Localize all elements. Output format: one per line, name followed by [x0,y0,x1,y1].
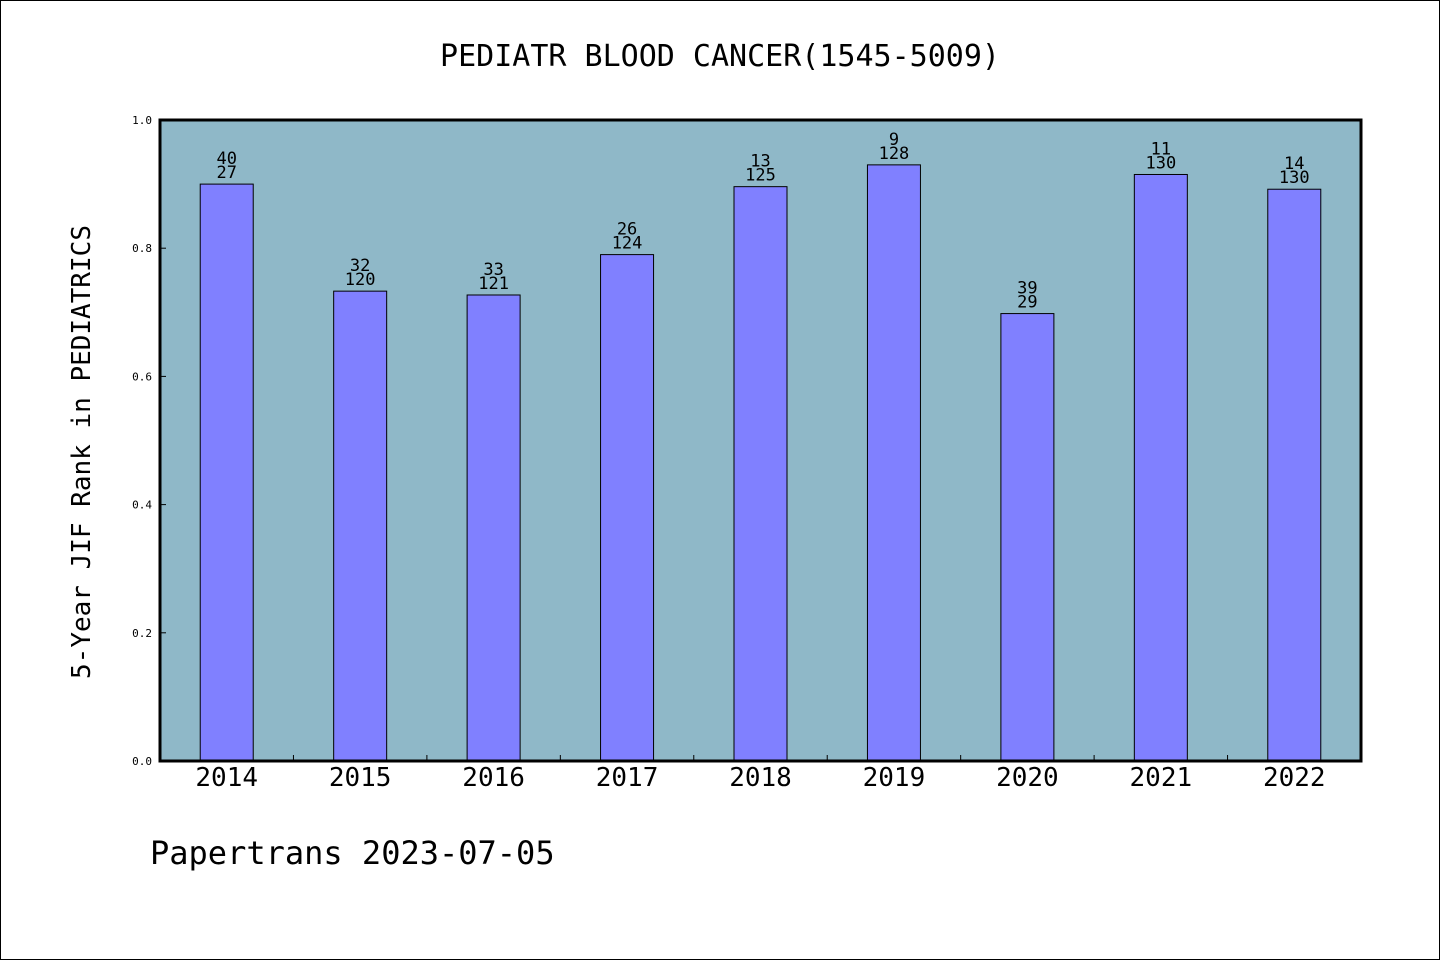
bar-rank-label: 9 [889,130,899,150]
x-tick-label: 2021 [1130,763,1193,793]
y-axis-ticks: 0.0 0.2 0.4 0.6 0.8 1.0 [132,114,166,768]
y-tick-label: 0.8 [132,242,152,255]
bar-2017 [600,254,655,762]
bar-2022 [1267,188,1322,762]
bar-total-label: 121 [478,274,509,294]
bar-total-label: 130 [1279,168,1310,188]
bar-rank-label: 40 [216,149,236,169]
footer-watermark: Papertrans 2023-07-05 [150,834,555,872]
bar-2014 [199,183,254,762]
x-tick-label: 2016 [462,763,525,793]
x-tick-label: 2014 [195,763,258,793]
chart-title: PEDIATR BLOOD CANCER(1545-5009) [440,39,1000,74]
bar-rank-label: 32 [350,256,370,276]
bar-total-label: 130 [1145,153,1176,173]
x-axis-ticks: 2014 2015 2016 2017 2018 2019 2020 2021 2022 [195,755,1326,793]
bar-total-label: 124 [612,234,643,254]
bar-2016 [466,294,521,762]
bar-total-label: 27 [216,163,236,183]
bar-2019 [866,164,921,762]
bar-total-label: 128 [879,144,910,164]
bar-rank-label: 39 [1017,279,1037,299]
x-tick-label: 2020 [996,763,1059,793]
bar-rank-label: 13 [750,152,770,172]
y-tick-label: 0.4 [132,499,152,512]
y-tick-label: 1.0 [132,114,152,127]
y-tick-label: 0.0 [132,755,152,768]
bar-total-label: 29 [1017,293,1037,313]
bar-rank-label: 33 [483,260,503,280]
y-axis-label: 5-Year JIF Rank in PEDIATRICS [67,225,97,679]
bar-2015 [333,290,388,762]
plot-border [158,118,1363,763]
y-tick-label: 0.6 [132,370,152,383]
bar-rank-label: 11 [1151,139,1171,159]
bar-total-label: 125 [745,166,776,186]
y-tick-label: 0.2 [132,627,152,640]
x-tick-label: 2022 [1263,763,1326,793]
bars-group [199,164,1322,762]
bar-total-label: 120 [345,270,376,290]
x-tick-label: 2018 [729,763,792,793]
bar-rank-label: 14 [1284,154,1304,174]
x-tick-label: 2019 [863,763,926,793]
bar-2020 [1000,313,1055,762]
x-tick-label: 2015 [329,763,392,793]
bar-rank-label: 26 [617,220,637,240]
bar-2021 [1133,173,1188,762]
bar-2018 [733,186,788,762]
x-tick-label: 2017 [596,763,659,793]
